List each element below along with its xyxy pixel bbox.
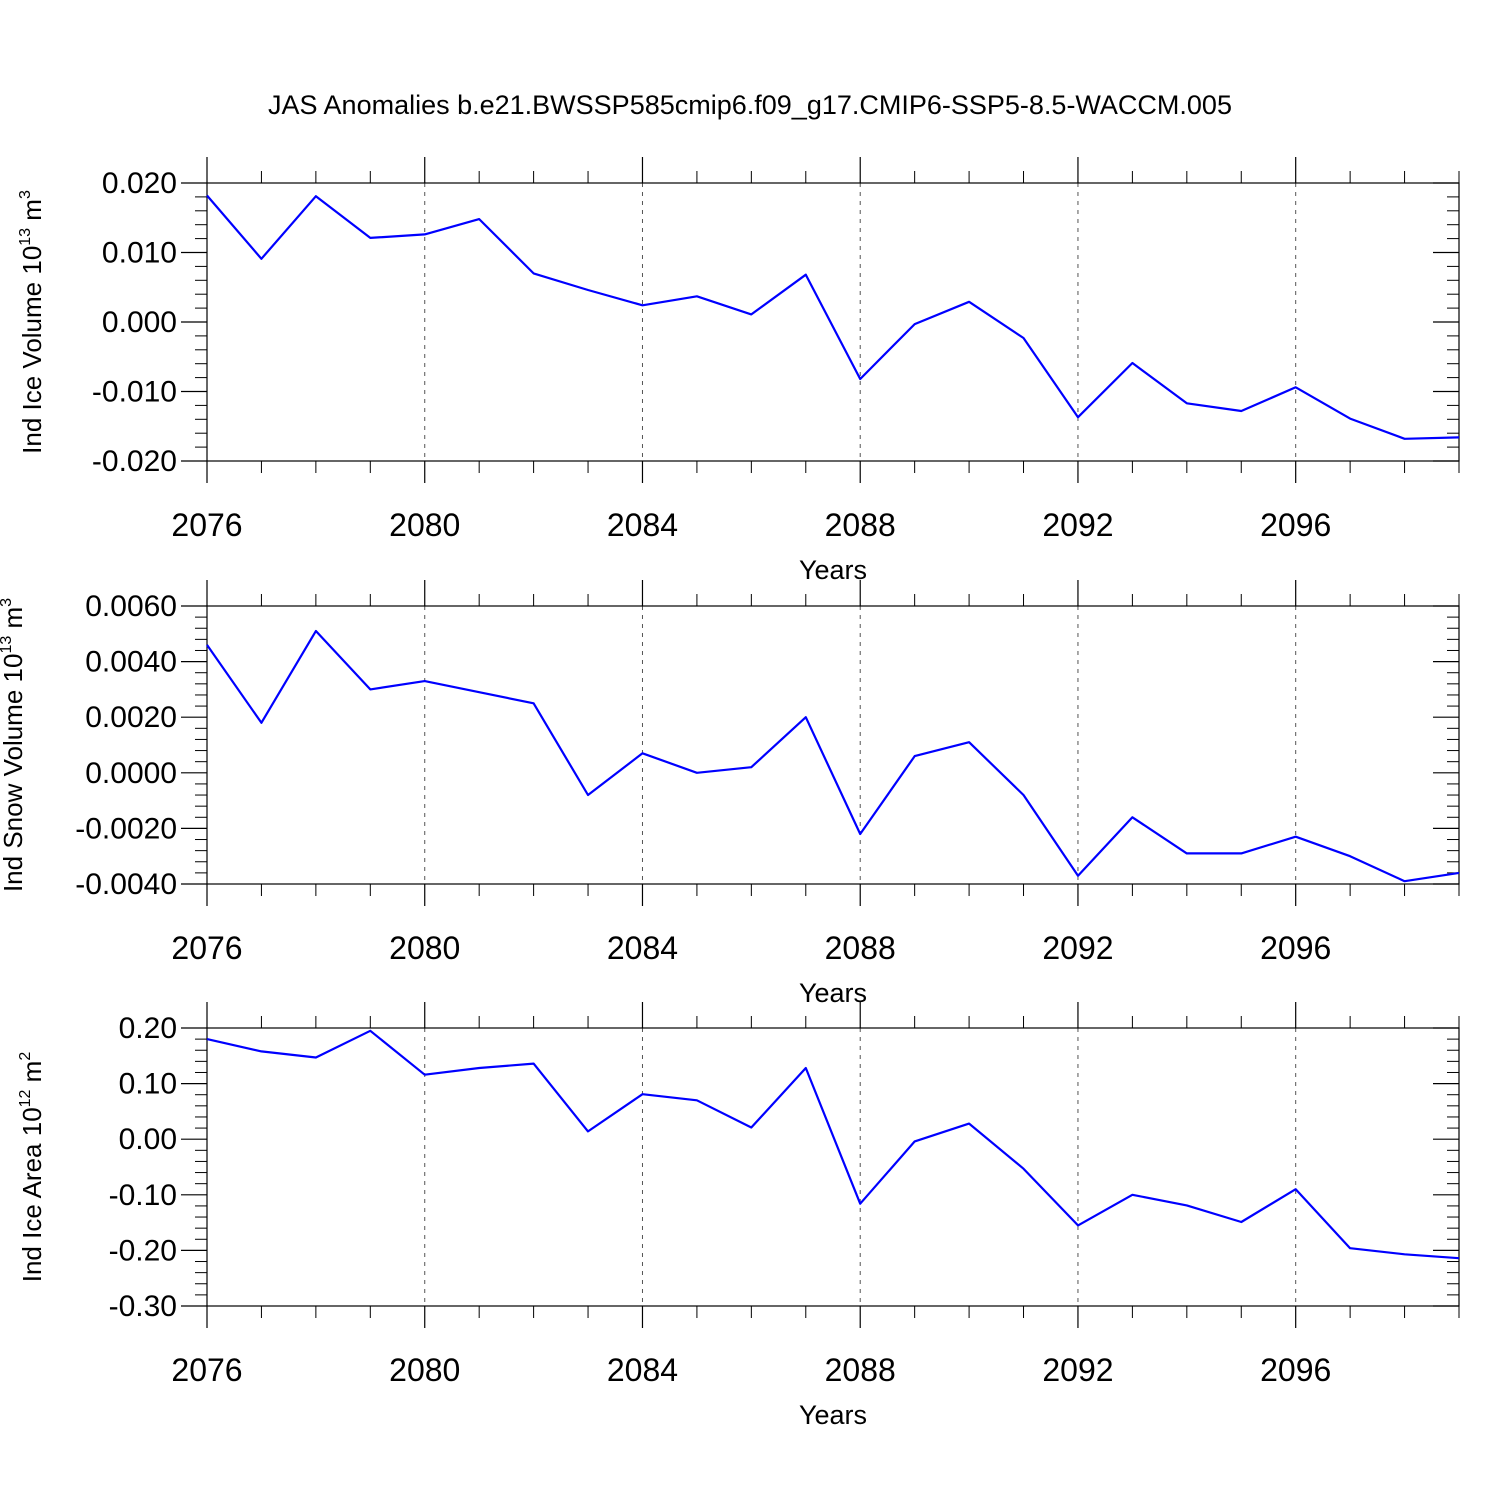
x-axis-label: Years xyxy=(799,1400,867,1430)
x-tick-label: 2076 xyxy=(171,1352,242,1388)
y-tick-label: -0.10 xyxy=(109,1179,177,1212)
y-tick-label: -0.0020 xyxy=(75,812,177,845)
x-tick-label: 2096 xyxy=(1260,507,1331,543)
y-tick-label: -0.20 xyxy=(109,1234,177,1267)
y-tick-label: 0.20 xyxy=(119,1012,177,1045)
y-label-text: Ind Ice Area 10 xyxy=(17,1107,47,1282)
y-tick-label: -0.0040 xyxy=(75,868,177,901)
y-tick-label: 0.00 xyxy=(119,1123,177,1156)
y-axis-label: Ind Ice Area 1012 m2 xyxy=(17,1052,47,1283)
chart-panel-3: -0.30 -0.20 -0.10 0.00 0.10 0.20 2076 2080 2084 2… xyxy=(17,1002,1459,1430)
x-tick-label: 2096 xyxy=(1260,1352,1331,1388)
y-tick-label: 0.020 xyxy=(102,167,177,200)
y-label-text: m xyxy=(17,1061,47,1090)
x-tick-label: 2088 xyxy=(825,1352,896,1388)
y-label-superscript: 3 xyxy=(17,190,34,199)
chart-panel-1: -0.020 -0.010 0.000 0.010 0.020 2076 2080 2084 2… xyxy=(17,157,1459,585)
plot-frame xyxy=(207,606,1459,884)
y-label-superscript: 13 xyxy=(0,636,15,654)
data-series-line xyxy=(207,631,1459,881)
x-tick-label: 2080 xyxy=(389,1352,460,1388)
x-tick-label: 2084 xyxy=(607,1352,678,1388)
y-tick-label: 0.000 xyxy=(102,306,177,339)
y-label-text: m xyxy=(0,607,28,636)
y-label-superscript: 13 xyxy=(17,228,34,246)
y-tick-label: 0.0060 xyxy=(85,590,177,623)
x-tick-label: 2084 xyxy=(607,930,678,966)
x-tick-label: 2088 xyxy=(825,507,896,543)
chart-panel-2: -0.0040 -0.0020 0.0000 0.0020 0.0040 0.0060 20… xyxy=(0,580,1459,1008)
y-tick-label: -0.010 xyxy=(92,376,177,409)
y-axis-label: Ind Snow Volume 1013 m3 xyxy=(0,598,28,892)
y-tick-label: 0.10 xyxy=(119,1068,177,1101)
y-tick-label: 0.0040 xyxy=(85,646,177,679)
y-label-text: m xyxy=(17,199,47,228)
x-tick-label: 2080 xyxy=(389,930,460,966)
x-tick-label: 2092 xyxy=(1042,930,1113,966)
figure-title: JAS Anomalies b.e21.BWSSP585cmip6.f09_g1… xyxy=(0,90,1500,121)
y-tick-label: -0.30 xyxy=(109,1290,177,1323)
y-tick-label: 0.010 xyxy=(102,237,177,270)
x-tick-label: 2080 xyxy=(389,507,460,543)
x-tick-label: 2084 xyxy=(607,507,678,543)
x-tick-label: 2088 xyxy=(825,930,896,966)
plot-frame xyxy=(207,1028,1459,1306)
y-label-superscript: 3 xyxy=(0,598,15,607)
y-tick-label: 0.0000 xyxy=(85,757,177,790)
y-tick-label: -0.020 xyxy=(92,445,177,478)
plot-frame xyxy=(207,183,1459,461)
x-tick-label: 2076 xyxy=(171,507,242,543)
y-axis-label: Ind Ice Volume 1013 m3 xyxy=(17,190,47,454)
data-series-line xyxy=(207,1031,1459,1258)
x-tick-label: 2076 xyxy=(171,930,242,966)
x-tick-label: 2092 xyxy=(1042,1352,1113,1388)
y-label-text: Ind Ice Volume 10 xyxy=(17,246,47,454)
y-label-text: Ind Snow Volume 10 xyxy=(0,654,28,893)
y-tick-label: 0.0020 xyxy=(85,701,177,734)
y-label-superscript: 12 xyxy=(17,1089,34,1107)
x-axis-label: Years xyxy=(799,555,867,585)
y-label-superscript: 2 xyxy=(17,1052,34,1061)
x-tick-label: 2096 xyxy=(1260,930,1331,966)
x-tick-label: 2092 xyxy=(1042,507,1113,543)
data-series-line xyxy=(207,196,1459,439)
x-axis-label: Years xyxy=(799,978,867,1008)
